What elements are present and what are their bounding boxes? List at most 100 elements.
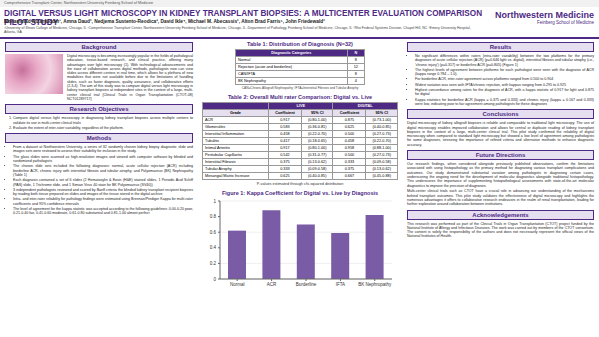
html-text:Our research findings, when co: Our research findings, when considered a… xyxy=(407,162,594,188)
html-text:Digital microscopy is becoming: Digital microscopy is becoming increasin… xyxy=(67,54,193,101)
html-text:Kappa statistics for borderlin: Kappa statistics for borderline ACR (kap… xyxy=(415,97,594,106)
html-text:Rejection (acute and borderlin: Rejection (acute and borderline) xyxy=(238,64,292,69)
svg-text:0.6: 0.6 xyxy=(210,230,217,235)
html-text:Mesangial Matrix Increase: Mesangial Matrix Increase xyxy=(205,173,250,178)
svg-text:0.8: 0.8 xyxy=(210,214,217,219)
svg-text:Borderline: Borderline xyxy=(296,282,317,287)
html-text:(0.36-0.81): (0.36-0.81) xyxy=(307,124,327,129)
html-text:Research Objectives: Research Objectives xyxy=(69,106,129,113)
html-text:DIGITAL: DIGITAL xyxy=(357,103,373,108)
html-text:0.375: 0.375 xyxy=(280,159,290,164)
svg-text:ACR: ACR xyxy=(267,282,277,287)
svg-text:Normal: Normal xyxy=(230,282,245,287)
html-text:Figure 1: Kappa Coefficient fo: Figure 1: Kappa Coefficient for Digital … xyxy=(221,190,379,196)
html-text:Coefficient: Coefficient xyxy=(275,110,295,115)
html-text:Intra- and inter-rater reliabi: Intra- and inter-rater reliability for p… xyxy=(13,197,193,206)
html-text:Results: Results xyxy=(489,44,512,50)
svg-text:0.2: 0.2 xyxy=(210,261,217,266)
html-text:This research was performed as: This research was performed as part of t… xyxy=(407,221,594,239)
html-text:Peritubular Capillaritis: Peritubular Capillaritis xyxy=(205,152,242,157)
html-text:Digital microscopy of kidney a: Digital microscopy of kidney allograft b… xyxy=(407,121,594,147)
html-text:(0.22-0.70): (0.22-0.70) xyxy=(372,138,391,143)
html-text:From a dataset at Northwestern: From a dataset at Northwestern Universit… xyxy=(13,145,193,154)
html-text:(0.09-0.58): (0.09-0.58) xyxy=(307,166,327,171)
html-text:0.333: 0.333 xyxy=(344,159,355,164)
html-text:0.458: 0.458 xyxy=(280,131,290,136)
html-text:DIGITAL VERSUS LIGHT MICROSCOP: DIGITAL VERSUS LIGHT MICROSCOPY IN KIDNE… xyxy=(4,9,483,27)
html-text:Northwestern Medicine: Northwestern Medicine xyxy=(495,10,594,20)
html-text:(0.40-0.85): (0.40-0.85) xyxy=(307,173,327,178)
html-text:Compare digital versus light m: Compare digital versus light microscopy … xyxy=(13,116,193,125)
html-text:Glomerulitis: Glomerulitis xyxy=(205,124,225,129)
html-text:(0.27-0.73): (0.27-0.73) xyxy=(372,152,391,157)
html-text:0.333: 0.333 xyxy=(280,166,290,171)
html-text:0.583: 0.583 xyxy=(280,124,290,129)
html-text:LIVE: LIVE xyxy=(296,103,305,108)
html-text:Mohammad Nizamuddin¹, Amna Dau: Mohammad Nizamuddin¹, Amna Daud², Nedjem… xyxy=(4,19,325,24)
html-text:Interstitial Fibrosis: Interstitial Fibrosis xyxy=(205,159,236,164)
html-text:95% CI: 95% CI xyxy=(375,110,388,115)
html-text:Multi-center clinical trials s: Multi-center clinical trials such as CTO… xyxy=(407,189,594,207)
html-text:Tubular Atrophy: Tubular Atrophy xyxy=(205,166,232,171)
html-text:(0.27-0.73): (0.27-0.73) xyxy=(372,131,391,136)
html-text:0.500: 0.500 xyxy=(344,131,355,136)
html-text:0.458: 0.458 xyxy=(344,138,355,143)
html-text:(0.73-1.00): (0.73-1.00) xyxy=(372,117,391,122)
html-text:Intimal Arteritis: Intimal Arteritis xyxy=(205,145,230,150)
html-text:Conclusions: Conclusions xyxy=(482,111,519,118)
svg-text:BK Nephropathy: BK Nephropathy xyxy=(358,282,392,287)
html-text:Background: Background xyxy=(81,44,117,50)
html-text:Methods: Methods xyxy=(86,135,112,142)
html-text:0.542: 0.542 xyxy=(280,152,290,157)
html-text:BK Nephropathy: BK Nephropathy xyxy=(238,78,266,83)
html-text:(0.18-0.65): (0.18-0.65) xyxy=(307,138,327,143)
html-text:Interstitial Inflammation: Interstitial Inflammation xyxy=(205,131,244,136)
html-text:95% CI: 95% CI xyxy=(311,110,324,115)
html-text:0.917: 0.917 xyxy=(280,145,290,150)
html-text:0.875: 0.875 xyxy=(344,117,355,122)
html-text:(0.13-0.62): (0.13-0.62) xyxy=(307,159,327,164)
svg-text:IFTA: IFTA xyxy=(336,282,345,287)
html-text:0.917: 0.917 xyxy=(280,117,290,122)
html-text:No significant differences wit: No significant differences within raters… xyxy=(415,54,594,67)
html-text:The highest levels of agreemen: The highest levels of agreement between … xyxy=(415,67,594,77)
svg-text:0.4: 0.4 xyxy=(210,245,217,250)
html-text:Tubulitis: Tubulitis xyxy=(205,138,219,143)
html-text:Each diagnosis contained a set: Each diagnosis contained a set of 6 slid… xyxy=(13,178,193,187)
svg-text:0: 0 xyxy=(213,277,216,282)
html-text:(0.09-0.58): (0.09-0.58) xyxy=(372,159,391,164)
html-text:(0.80-1.00): (0.80-1.00) xyxy=(307,117,327,122)
html-text:Acknowledgements: Acknowledgements xyxy=(472,211,529,218)
html-text:0.500: 0.500 xyxy=(344,152,355,157)
html-text:Future Directions: Future Directions xyxy=(475,152,526,158)
html-text:The glass slides were scanned: The glass slides were scanned as high-re… xyxy=(13,154,193,163)
html-text:Table 2: Overall Multi rater C: Table 2: Overall Multi rater Comparison:… xyxy=(227,94,373,100)
html-text:(0.31-0.77): (0.31-0.77) xyxy=(307,152,327,157)
html-text:(0.80-1.00): (0.80-1.00) xyxy=(307,145,327,150)
html-text:12: 12 xyxy=(353,64,358,69)
html-text:Coefficient: Coefficient xyxy=(339,110,360,115)
html-text:0.375: 0.375 xyxy=(344,166,355,171)
svg-text:1: 1 xyxy=(213,199,216,204)
html-text:¹University of Illinois Colleg: ¹University of Illinois College of Medic… xyxy=(4,26,471,35)
html-text:3 independent pathologists rev: 3 independent pathologists reviewed and … xyxy=(13,187,193,197)
html-text:Feinberg School of Medicine: Feinberg School of Medicine xyxy=(537,20,594,25)
html-text:0.958: 0.958 xyxy=(344,145,355,150)
html-text:Evaluate the extent of inter-r: Evaluate the extent of inter-rater varia… xyxy=(13,125,124,130)
html-text:CAN/IFTA: CAN/IFTA xyxy=(238,71,255,76)
html-text:ACR: ACR xyxy=(205,117,213,122)
html-text:Table 1: Distribution of Diagn: Table 1: Distribution of Diagnosis (N=32… xyxy=(247,41,353,47)
html-text:Highest concordance among rate: Highest concordance among raters for the… xyxy=(415,88,594,97)
html-text:Grade: Grade xyxy=(230,110,241,115)
html-text:Normal: Normal xyxy=(238,57,251,62)
html-text:(0.40-0.85): (0.40-0.85) xyxy=(372,124,391,129)
html-text:0.625: 0.625 xyxy=(280,173,290,178)
html-text:The level of agreement for the: The level of agreement for the kappa sta… xyxy=(13,207,193,216)
html-text:0.417: 0.417 xyxy=(280,138,290,143)
html-text:(0.88-1.00): (0.88-1.00) xyxy=(372,145,391,150)
html-text:(0.22-0.70): (0.22-0.70) xyxy=(307,131,327,136)
html-text:0.625: 0.625 xyxy=(344,124,355,129)
html-text:(0.13-0.62): (0.13-0.62) xyxy=(372,166,391,171)
html-text:Diagnostic Categories: Diagnostic Categories xyxy=(271,50,312,55)
html-text:The chosen slide sets included: The chosen slide sets included the follo… xyxy=(13,164,193,177)
